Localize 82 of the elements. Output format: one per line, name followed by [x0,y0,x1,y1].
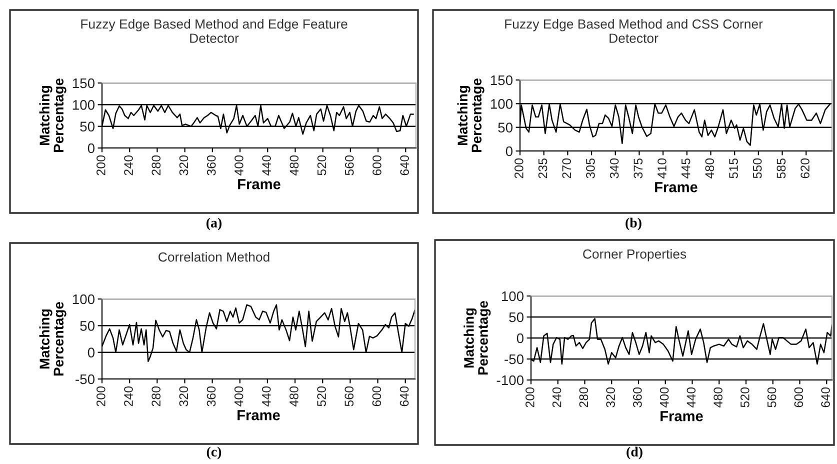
x-tick-label: 400 [234,155,244,176]
y-tick-label: 100 [502,291,524,302]
x-tick-label: 320 [179,155,188,176]
y-tick-label: 0 [88,143,95,154]
y-tick-label: 100 [72,294,95,304]
x-tick-label: 200 [514,158,524,178]
x-tick-label: 520 [740,387,750,408]
x-tick-label: 240 [124,386,133,406]
x-tick-label: 640 [821,387,830,408]
x-tick-label: 200 [96,386,106,406]
x-tick-label: 600 [372,155,382,176]
x-tick-label: 445 [682,158,690,179]
y-tick-label: 100 [490,99,513,109]
x-tick-label: 560 [344,155,354,176]
text: (d) [626,446,642,460]
x-tick-label: 360 [633,387,642,408]
x-tick-label: 280 [152,155,161,176]
x-axis-title: Frame [660,411,703,422]
x-axis-title: Frame [238,410,280,420]
x-tick-label: 320 [179,386,188,406]
x-tick-label: 480 [705,158,714,179]
x-tick-label: 410 [658,158,666,179]
y-tick-label: 50 [498,122,513,133]
y-tick-label: -100 [496,375,524,386]
y-tick-label: 50 [509,312,524,322]
x-tick-label: 240 [124,155,133,176]
y-axis-title: Matching Percentage [39,78,66,152]
text: (a) [206,218,222,230]
x-tick-label: 520 [317,155,326,176]
y-tick-label: -50 [504,354,524,364]
y-axis-title: Matching Percentage [464,301,491,375]
x-tick-label: 360 [206,155,216,176]
y-tick-label: 150 [72,78,95,88]
text: (b) [626,218,642,230]
x-axis-title: Frame [238,179,280,190]
y-tick-label: -50 [76,374,95,384]
y-axis-title: Matching Percentage [457,78,484,152]
x-tick-label: 440 [262,155,271,176]
x-tick-label: 200 [96,155,106,176]
chart-title: Fuzzy Edge Based Method and CSS Corner Detector [505,19,763,43]
y-tick-label: 0 [506,146,513,156]
x-tick-label: 270 [562,158,572,178]
text: (c) [206,446,222,460]
x-tick-label: 340 [610,158,619,178]
x-tick-label: 400 [660,387,669,408]
x-tick-label: 585 [776,158,786,178]
x-tick-label: 600 [372,386,382,406]
x-tick-label: 600 [794,387,804,408]
y-tick-label: 50 [80,321,95,331]
x-tick-label: 640 [400,155,410,176]
x-tick-label: 640 [400,386,409,406]
chart-title: Correlation Method [158,252,270,262]
y-tick-label: 100 [72,100,95,110]
x-axis-title: Frame [655,182,698,192]
x-tick-label: 280 [579,387,588,408]
x-tick-label: 360 [206,386,216,406]
x-tick-label: 520 [317,386,326,406]
x-tick-label: 440 [262,386,271,407]
y-tick-label: 0 [516,333,524,344]
x-tick-label: 305 [586,158,595,178]
x-tick-label: 480 [714,387,722,408]
x-tick-label: 560 [344,386,354,406]
x-tick-label: 400 [234,386,244,407]
x-tick-label: 560 [767,387,776,408]
x-tick-label: 280 [152,386,161,406]
y-tick-label: 0 [88,348,95,358]
x-tick-label: 440 [686,387,696,408]
x-tick-label: 240 [552,387,562,408]
x-tick-label: 550 [752,158,762,178]
y-tick-label: 150 [490,75,513,86]
y-tick-label: 50 [80,122,95,132]
x-tick-label: 480 [290,386,298,407]
x-tick-label: 375 [634,158,643,178]
y-axis-title: Matching Percentage [39,302,66,376]
chart-title: Corner Properties [583,249,686,262]
chart-title: Fuzzy Edge Based Method and Edge Feature Detector [81,19,348,43]
x-tick-label: 515 [729,158,738,178]
x-tick-label: 480 [290,155,299,176]
x-tick-label: 620 [800,158,810,178]
x-tick-label: 200 [526,387,534,408]
x-tick-label: 235 [538,158,548,178]
x-tick-label: 320 [606,387,615,408]
